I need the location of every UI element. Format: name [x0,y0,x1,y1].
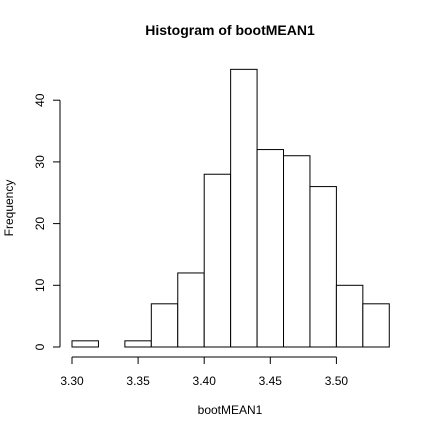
x-tick-label: 3.40 [193,374,217,388]
y-tick-label: 10 [33,278,47,292]
bars-group [72,69,389,347]
histogram-bar [204,174,230,347]
y-axis-label: Frequency [2,180,16,237]
y-tick-label: 0 [33,343,47,350]
histogram-bar [231,69,257,347]
x-tick-label: 3.45 [259,374,283,388]
x-axis-label: bootMEAN1 [198,403,263,417]
x-tick-label: 3.35 [126,374,150,388]
x-tick-label: 3.50 [325,374,349,388]
x-axis: 3.30 3.35 3.40 3.45 3.50 [60,357,348,388]
histogram-bar [151,304,177,347]
y-tick-label: 20 [33,217,47,231]
histogram-bar [363,304,389,347]
histogram-bar [72,341,98,347]
y-tick-label: 30 [33,155,47,169]
histogram-bar [336,285,362,347]
y-tick-label: 40 [33,93,47,107]
y-axis: 0 10 20 30 40 [33,93,60,350]
chart-title: Histogram of bootMEAN1 [145,22,315,38]
histogram-bar [125,341,151,347]
histogram-bar [257,150,283,347]
histogram-bar [178,273,204,347]
x-tick-label: 3.30 [60,374,84,388]
histogram-bar [310,187,336,347]
histogram-bar [284,156,310,347]
